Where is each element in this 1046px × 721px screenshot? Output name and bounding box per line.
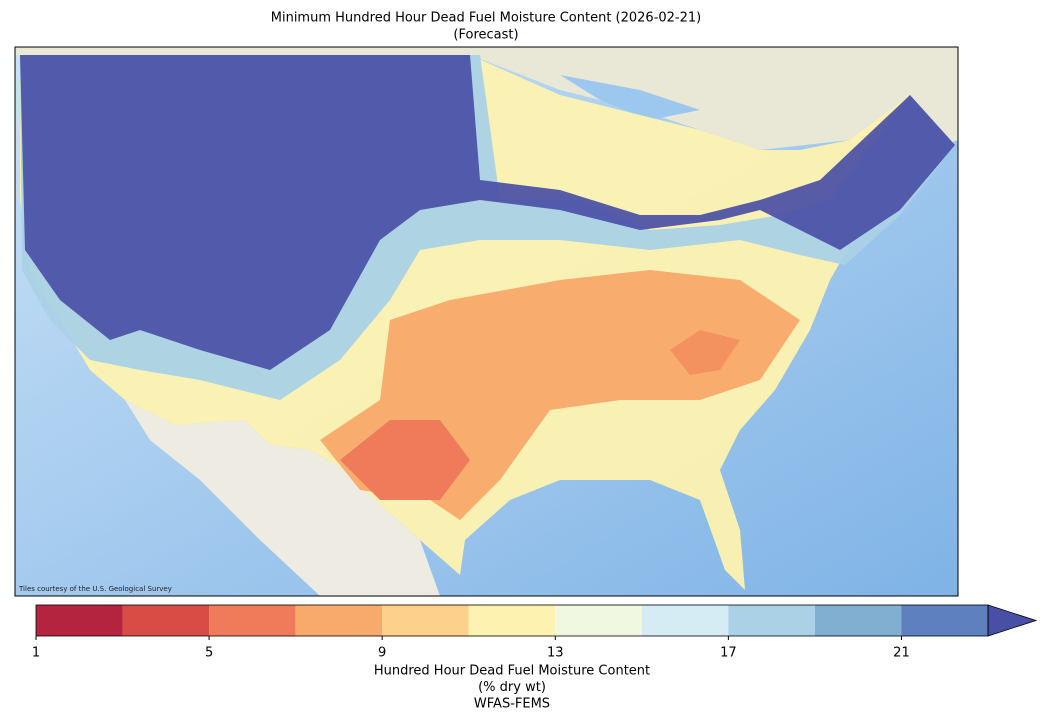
colorbar-segment (122, 605, 210, 636)
colorbar-segment (728, 605, 815, 636)
colorbar-tick-label: 9 (378, 646, 386, 661)
colorbar-segment (209, 605, 296, 636)
colorbar-extend (987, 604, 1038, 637)
colorbar-segment (468, 605, 556, 636)
colorbar-label: Hundred Hour Dead Fuel Moisture Content (374, 664, 650, 679)
colorbar-label: (% dry wt) (478, 680, 546, 695)
lake (560, 75, 700, 120)
mexico-land (125, 400, 440, 596)
colorbar-label: WFAS-FEMS (474, 697, 550, 712)
colorbar-segment (814, 605, 902, 636)
map-frame (14, 46, 959, 597)
wet-region (20, 55, 955, 370)
canada-land (15, 47, 958, 160)
driest-region (340, 420, 470, 500)
colorbar-segment (555, 605, 642, 636)
colorbar-tick-label: 13 (547, 646, 564, 661)
colorbar: 1 5 9 13 17 21 Hundred Hour Dead Fuel Moisture… (32, 604, 1038, 712)
colorbar-segment (382, 605, 469, 636)
colorbar-segment (36, 605, 123, 636)
colorbar-segment (901, 605, 988, 636)
colorbar-tick-label: 17 (720, 646, 737, 661)
title-line: (Forecast) (453, 28, 518, 43)
title-line: Minimum Hundred Hour Dead Fuel Moisture … (271, 11, 702, 26)
dry-spot (670, 330, 740, 375)
colorbar-segment (641, 605, 729, 636)
colorbar-tick-label: 21 (893, 646, 910, 661)
colorbar-tick-label: 5 (205, 646, 213, 661)
colorbar-tick-label: 1 (32, 646, 40, 661)
colorbar-frame (35, 604, 989, 637)
map: Tiles courtesy of the U.S. Geological Su… (15, 47, 958, 596)
colorbar-segment (295, 605, 383, 636)
attribution: Tiles courtesy of the U.S. Geological Su… (18, 585, 172, 593)
